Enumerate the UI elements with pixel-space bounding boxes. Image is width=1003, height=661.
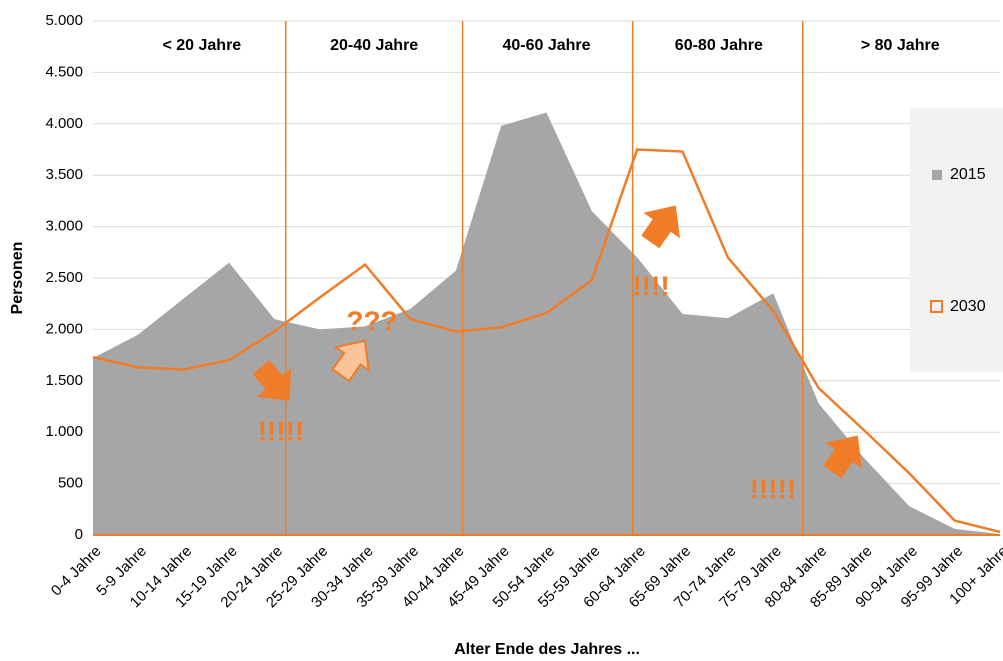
y-tick-label: 1.500 (45, 372, 83, 389)
legend-label: 2015 (950, 166, 986, 183)
y-tick-label: 1.000 (45, 423, 83, 440)
band-label: < 20 Jahre (162, 37, 241, 54)
line (92, 148, 1001, 534)
y-tick-label: 2.500 (45, 269, 83, 286)
annotation: !!!!! (258, 415, 305, 446)
x-axis-title: Alter Ende des Jahres ... (454, 641, 640, 658)
y-tick-label: 4.000 (45, 115, 83, 132)
y-axis-title: Personen (9, 242, 26, 315)
arrow (252, 359, 291, 402)
legend-box (910, 108, 1003, 372)
band-label: 60-80 Jahre (675, 37, 763, 54)
band-label: > 80 Jahre (861, 37, 940, 54)
y-tick-label: 500 (58, 475, 83, 492)
y-tick-label: 3.000 (45, 218, 83, 235)
arrow (823, 435, 862, 479)
area (93, 112, 1000, 535)
band-label: 20-40 Jahre (330, 37, 418, 54)
annotation: !!!!! (750, 473, 797, 504)
y-tick-label: 0 (75, 526, 83, 543)
y-tick-label: 5.000 (45, 12, 83, 29)
band-label: 40-60 Jahre (502, 37, 590, 54)
y-tick-label: 3.500 (45, 166, 83, 183)
legend-swatch (932, 170, 942, 180)
annotation: ??? (346, 305, 397, 336)
legend-label: 2030 (950, 298, 986, 315)
y-tick-label: 4.500 (45, 63, 83, 80)
annotation: !!!! (632, 270, 669, 301)
legend-swatch (930, 300, 943, 313)
arrow (641, 205, 680, 249)
arrow (331, 339, 370, 383)
y-tick-label: 2.000 (45, 320, 83, 337)
